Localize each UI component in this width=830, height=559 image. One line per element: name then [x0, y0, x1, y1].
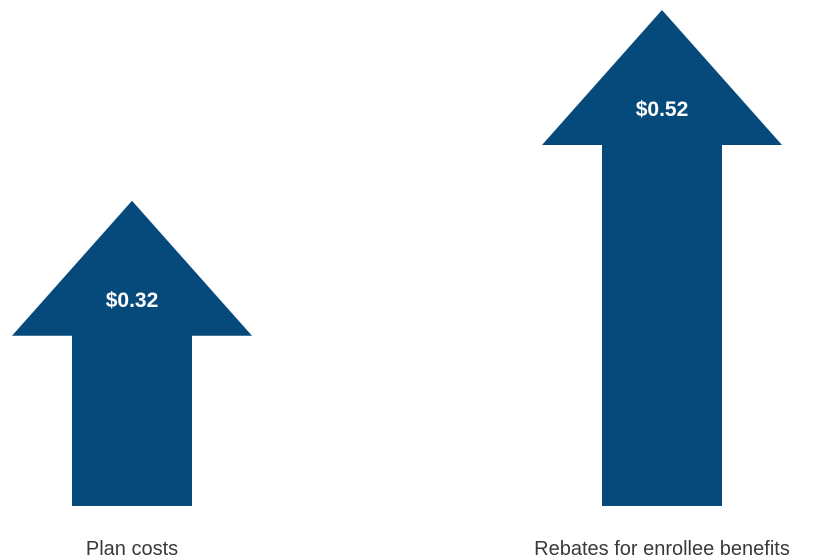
arrow-bar-2 — [542, 10, 782, 506]
category-label-2: Rebates for enrollee benefits — [534, 538, 790, 559]
value-label-1: $0.32 — [106, 289, 159, 312]
category-label-1: Plan costs — [86, 538, 178, 559]
arrow-bar-1 — [12, 200, 252, 506]
value-label-2: $0.52 — [636, 98, 689, 121]
